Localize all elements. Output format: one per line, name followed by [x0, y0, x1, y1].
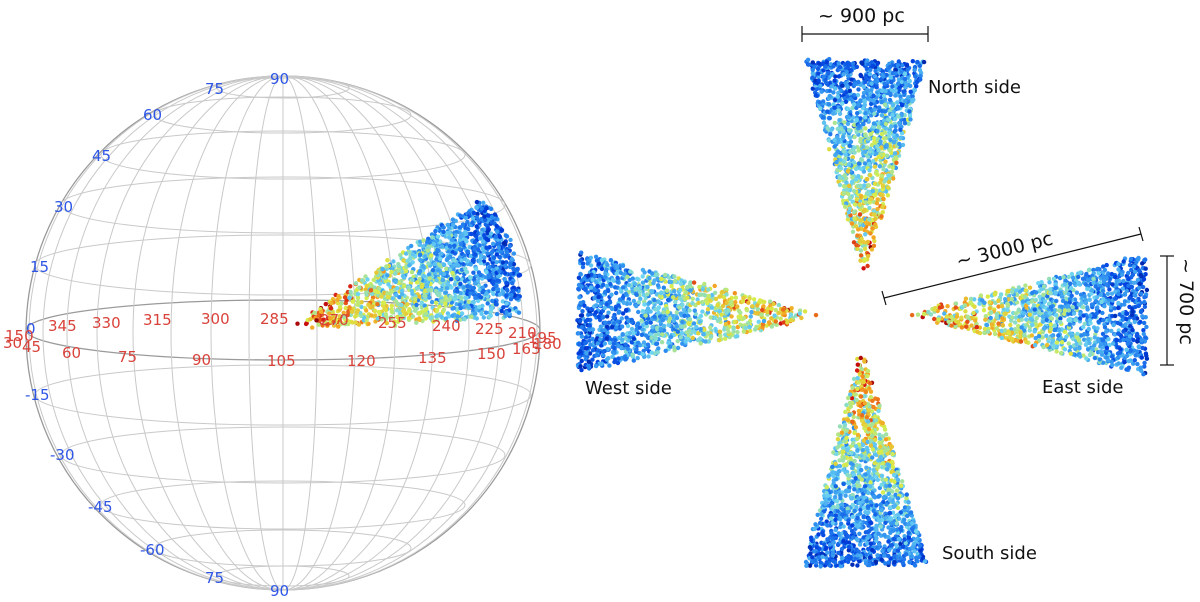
- width-scale-bar: ~ 900 pc: [801, 5, 929, 42]
- lon-label-120: 120: [347, 352, 376, 370]
- lat-label-90-bottom: 90: [270, 582, 289, 600]
- sphere-grid: [25, 75, 541, 591]
- length-scale-label: ~ 3000 pc: [954, 228, 1055, 273]
- lat-label-30: 30: [54, 198, 73, 216]
- lat-label-minus-60: -60: [140, 541, 165, 559]
- lon-label-105: 105: [267, 352, 296, 370]
- lon-label-240: 240: [432, 317, 461, 335]
- lon-label-30: 30: [3, 334, 22, 352]
- celestial-sphere: 90 75 60 45 30 15 0 -15 -30 -45 -60 75 9…: [3, 70, 562, 600]
- lon-label-255: 255: [378, 314, 407, 332]
- lon-label-195: 195: [528, 329, 557, 347]
- lon-label-330: 330: [92, 314, 121, 332]
- north-view-points: [804, 57, 927, 271]
- lat-label-15: 15: [30, 258, 49, 276]
- lon-label-60: 60: [62, 344, 81, 362]
- south-view-points: [803, 355, 929, 569]
- west-view-points: [575, 250, 819, 373]
- lon-label-165: 165: [512, 340, 541, 358]
- lat-label-60-top: 60: [143, 106, 162, 124]
- lat-label-75-top: 75: [205, 80, 224, 98]
- lon-label-225: 225: [475, 320, 504, 338]
- lon-label-75: 75: [118, 348, 137, 366]
- lat-label-75-bottom: 75: [205, 569, 224, 587]
- projection-views: North side West side East side South sid…: [575, 5, 1197, 569]
- north-side-label: North side: [928, 77, 1021, 98]
- lon-label-270: 270: [320, 311, 349, 329]
- longitude-labels: 150 345 330 315 300 285 270 255 240 225 …: [3, 310, 562, 370]
- lon-label-180: 180: [533, 335, 562, 353]
- east-view-points: [909, 255, 1150, 377]
- lon-label-45: 45: [22, 338, 41, 356]
- lat-label-0: 0: [26, 320, 36, 338]
- lon-label-345: 345: [48, 317, 77, 335]
- lon-label-135: 135: [418, 349, 447, 367]
- west-side-label: West side: [585, 378, 672, 399]
- lon-label-90: 90: [192, 351, 211, 369]
- sphere-star-points: [295, 199, 523, 330]
- lat-label-minus-45: -45: [88, 498, 113, 516]
- lat-label-90-top: 90: [270, 70, 289, 88]
- lon-label-210: 210: [508, 324, 537, 342]
- lon-label-285: 285: [260, 310, 289, 328]
- height-scale-bar: ~ 700 pc: [1160, 255, 1197, 366]
- lon-label-300: 300: [201, 310, 230, 328]
- lat-label-minus-15: -15: [25, 386, 50, 404]
- lat-label-45: 45: [92, 147, 111, 165]
- lon-label-150: 150: [477, 345, 506, 363]
- width-scale-label: ~ 900 pc: [818, 5, 905, 27]
- latitude-labels: 90 75 60 45 30 15 0 -15 -30 -45 -60 75 9…: [25, 70, 289, 600]
- east-side-label: East side: [1042, 377, 1123, 398]
- lon-label-315: 315: [143, 311, 172, 329]
- lon-label-150-left: 150: [5, 327, 34, 345]
- height-scale-label: ~ 700 pc: [1175, 258, 1197, 345]
- lat-label-minus-30: -30: [50, 446, 75, 464]
- south-side-label: South side: [942, 543, 1037, 564]
